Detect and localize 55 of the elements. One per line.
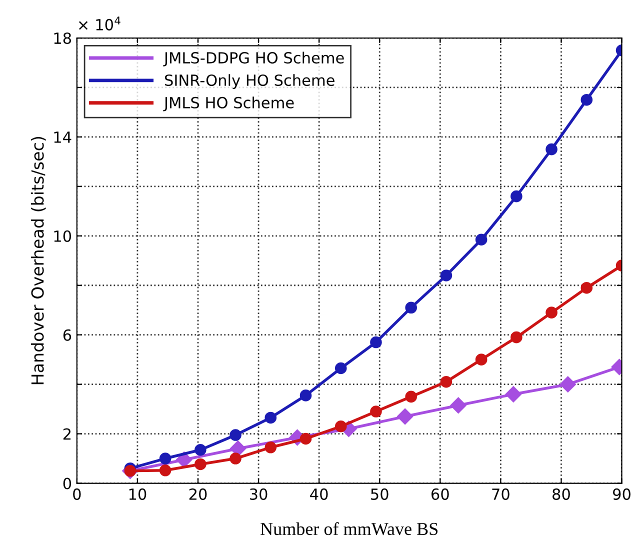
y-tick-label: 2 xyxy=(63,428,71,440)
y-tick-label: 6 xyxy=(63,329,72,341)
point xyxy=(546,306,558,318)
point xyxy=(440,270,452,282)
point xyxy=(264,441,277,454)
point xyxy=(230,440,246,457)
point xyxy=(370,336,382,348)
legend-label: JMLS-DDPG HO Scheme xyxy=(163,52,344,66)
x-tick-label: 90 xyxy=(613,488,630,500)
legend-label: SINR-Only HO Scheme xyxy=(165,74,334,89)
y-tick-label: 0 xyxy=(63,478,72,490)
point xyxy=(370,406,382,418)
legend-label: JMLS HO Scheme xyxy=(163,96,294,112)
point xyxy=(124,464,136,477)
point xyxy=(580,94,593,106)
x-tick-label: 70 xyxy=(492,488,510,500)
point xyxy=(475,354,488,366)
point xyxy=(230,429,242,441)
point xyxy=(300,390,312,402)
x-tick-label: 20 xyxy=(189,488,207,500)
point xyxy=(405,302,417,314)
x-tick-label: 40 xyxy=(310,488,328,500)
point xyxy=(510,331,522,344)
point xyxy=(510,190,522,202)
x-tick-label: 30 xyxy=(250,488,268,500)
point xyxy=(194,444,206,456)
x-tick-label: 80 xyxy=(552,488,570,500)
y-tick-label: 10 xyxy=(54,230,72,242)
x-tick-label: 50 xyxy=(371,488,388,500)
point xyxy=(230,452,242,464)
point xyxy=(580,282,593,294)
point xyxy=(264,412,277,424)
point xyxy=(300,432,312,445)
point xyxy=(176,452,192,468)
y-axis-title: Handover Overhead (bits/sec) xyxy=(30,136,46,384)
point xyxy=(440,376,452,388)
point xyxy=(475,234,488,246)
point xyxy=(450,397,466,414)
y-tick-label: 14 xyxy=(54,132,72,143)
point xyxy=(397,408,413,424)
point xyxy=(334,362,347,374)
x-tick-label: 0 xyxy=(73,488,81,500)
point xyxy=(560,376,576,392)
point xyxy=(159,464,172,476)
x-tick-label: 10 xyxy=(129,488,146,500)
point xyxy=(546,143,558,156)
point xyxy=(505,386,522,402)
text: × 10$^{4}$ xyxy=(79,16,120,30)
point xyxy=(405,390,417,403)
point xyxy=(194,458,206,470)
point xyxy=(334,420,347,432)
x-axis-title: Number of mmWave BS xyxy=(260,522,438,536)
x-tick-label: 60 xyxy=(432,488,449,500)
y-tick-label: 18 xyxy=(54,32,72,44)
point xyxy=(159,452,172,464)
